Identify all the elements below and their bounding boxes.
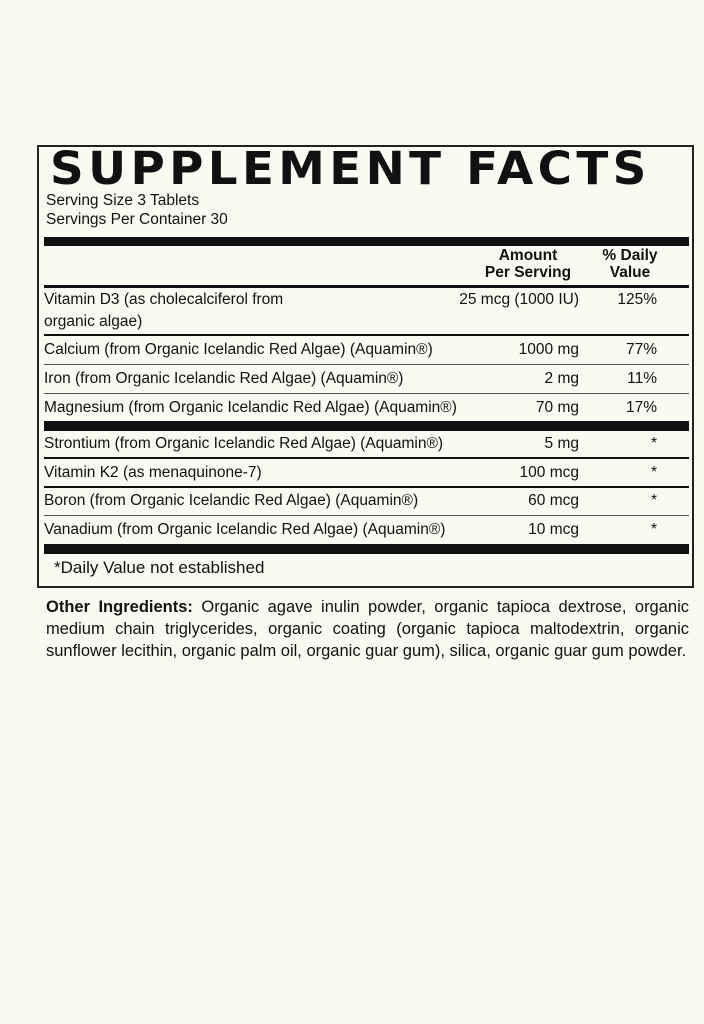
other-ingredients-label: Other Ingredients: bbox=[46, 598, 193, 616]
nutrient-dv: * bbox=[650, 521, 657, 538]
divider bbox=[44, 486, 689, 488]
nutrient-amount: 70 mg bbox=[535, 399, 579, 416]
nutrient-amount: 5 mg bbox=[544, 435, 579, 452]
divider bbox=[44, 285, 689, 288]
daily-value-header: % Daily Value bbox=[590, 247, 670, 281]
nutrient-dv: 17% bbox=[625, 399, 657, 416]
divider bbox=[44, 515, 689, 516]
nutrient-name: Boron (from Organic Icelandic Red Algae)… bbox=[44, 492, 419, 509]
nutrient-name: Vanadium (from Organic Icelandic Red Alg… bbox=[44, 521, 446, 538]
amount-header: Amount Per Serving bbox=[470, 247, 586, 281]
nutrient-name: Calcium (from Organic Icelandic Red Alga… bbox=[44, 341, 433, 358]
nutrient-amount: 25 mcg (1000 IU) bbox=[459, 291, 579, 308]
other-ingredients: Other Ingredients: Organic agave inulin … bbox=[46, 596, 689, 662]
nutrient-amount: 60 mcg bbox=[528, 492, 579, 509]
nutrient-dv: * bbox=[650, 435, 657, 452]
servings-per-container: Servings Per Container 30 bbox=[46, 211, 228, 228]
nutrient-dv: 77% bbox=[625, 341, 657, 358]
nutrient-dv: * bbox=[650, 492, 657, 509]
nutrient-name: Magnesium (from Organic Icelandic Red Al… bbox=[44, 399, 457, 416]
nutrient-row: Vitamin D3 (as cholecalciferol from orga… bbox=[44, 289, 689, 335]
divider bbox=[44, 334, 689, 336]
nutrient-amount: 100 mcg bbox=[519, 464, 579, 481]
nutrient-dv: 11% bbox=[627, 370, 657, 387]
nutrient-amount: 1000 mg bbox=[518, 341, 579, 358]
footnote: *Daily Value not established bbox=[54, 558, 265, 577]
nutrient-name: Vitamin D3 (as cholecalciferol from bbox=[44, 291, 284, 308]
other-ingredients-text: Organic agave inulin powder, organic tap… bbox=[46, 598, 690, 660]
nutrient-amount: 10 mcg bbox=[528, 521, 579, 538]
thick-divider bbox=[44, 237, 689, 246]
nutrient-name: Strontium (from Organic Icelandic Red Al… bbox=[44, 435, 444, 452]
dv-header-line2: Value bbox=[609, 264, 651, 281]
nutrient-dv: 125% bbox=[617, 291, 657, 308]
dv-header-line1: % Daily bbox=[602, 247, 658, 264]
divider bbox=[44, 393, 689, 394]
nutrient-name: Vitamin K2 (as menaquinone-7) bbox=[44, 464, 262, 481]
divider bbox=[44, 457, 689, 459]
thick-divider bbox=[44, 544, 689, 554]
amount-header-line1: Amount bbox=[498, 247, 558, 264]
thick-divider bbox=[44, 421, 689, 431]
supplement-facts-panel bbox=[37, 145, 694, 588]
nutrient-name-cont: organic algae) bbox=[44, 313, 143, 330]
amount-header-line2: Per Serving bbox=[484, 264, 572, 281]
nutrient-dv: * bbox=[650, 464, 657, 481]
panel-title: SUPPLEMENT FACTS bbox=[50, 142, 651, 195]
nutrient-amount: 2 mg bbox=[544, 370, 579, 387]
divider bbox=[44, 364, 689, 365]
serving-size: Serving Size 3 Tablets bbox=[46, 192, 200, 209]
nutrient-name: Iron (from Organic Icelandic Red Algae) … bbox=[44, 370, 404, 387]
